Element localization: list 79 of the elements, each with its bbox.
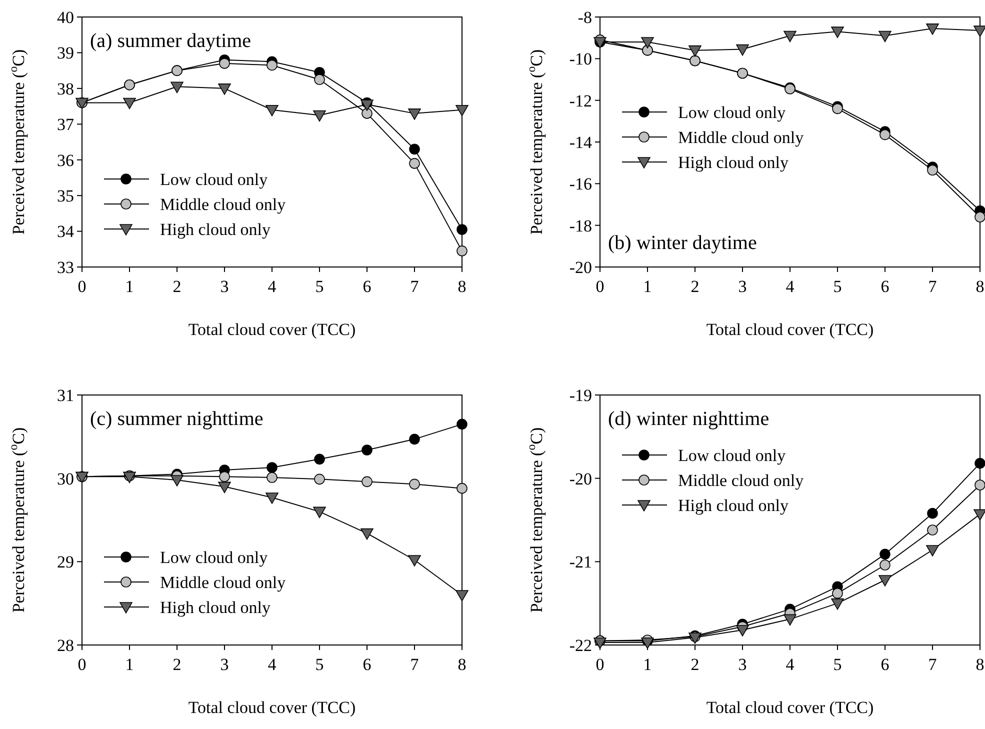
y-tick-label: 38 xyxy=(57,79,74,98)
x-tick-label: 2 xyxy=(690,655,700,674)
y-tick-label: 31 xyxy=(57,386,74,405)
x-tick-label: 2 xyxy=(172,655,182,674)
y-tick-label: -21 xyxy=(569,552,592,572)
y-tick-label: 29 xyxy=(57,552,74,572)
x-tick-label: 3 xyxy=(220,277,229,296)
x-tick-label: 5 xyxy=(833,655,842,674)
y-tick-label: 35 xyxy=(57,186,74,206)
x-tick-label: 6 xyxy=(362,277,372,296)
x-tick-label: 6 xyxy=(880,277,890,296)
x-tick-label: 4 xyxy=(268,655,277,674)
x-tick-label: 6 xyxy=(362,655,372,674)
x-tick-label: 3 xyxy=(220,655,229,674)
x-tick-label: 4 xyxy=(786,655,795,674)
y-tick-label: -8 xyxy=(578,8,592,27)
x-tick-label: 8 xyxy=(976,277,984,296)
legend-label: Middle cloud only xyxy=(678,128,804,147)
legend-label: Low cloud only xyxy=(160,170,268,189)
x-tick-label: 3 xyxy=(738,277,747,296)
x-axis-title: Total cloud cover (TCC) xyxy=(188,320,356,339)
x-axis-title: Total cloud cover (TCC) xyxy=(706,320,874,339)
text: (c) summer nighttime xyxy=(90,408,264,430)
y-tick-label: -10 xyxy=(569,50,592,69)
legend-label: Middle cloud only xyxy=(678,470,804,490)
legend-label: Middle cloud only xyxy=(160,572,286,592)
x-tick-label: 8 xyxy=(458,655,466,674)
x-tick-label: 4 xyxy=(268,277,277,296)
x-tick-label: 0 xyxy=(596,277,604,296)
y-tick-label: -14 xyxy=(569,132,592,152)
text: (b) winter daytime xyxy=(608,232,757,254)
text: (a) summer daytime xyxy=(90,30,252,52)
x-tick-label: 7 xyxy=(928,655,938,674)
x-tick-label: 0 xyxy=(78,655,86,674)
x-axis-title: Total cloud cover (TCC) xyxy=(188,698,356,717)
x-tick-label: 2 xyxy=(172,277,182,296)
legend-label: High cloud only xyxy=(678,496,789,515)
y-tick-label: -18 xyxy=(569,216,592,236)
x-tick-label: 3 xyxy=(738,655,747,674)
y-tick-label: 30 xyxy=(57,469,74,488)
x-tick-label: 0 xyxy=(596,655,604,674)
x-tick-label: 7 xyxy=(928,277,938,296)
legend-label: High cloud only xyxy=(160,598,271,617)
x-tick-label: 0 xyxy=(78,277,86,296)
y-tick-label: -12 xyxy=(569,91,592,110)
x-tick-label: 1 xyxy=(125,277,134,296)
y-tick-label: 28 xyxy=(57,636,74,655)
x-tick-label: 7 xyxy=(410,277,420,296)
x-tick-label: 5 xyxy=(315,277,324,296)
x-tick-label: 7 xyxy=(410,655,420,674)
legend-label: Low cloud only xyxy=(678,446,786,465)
y-tick-label: 37 xyxy=(57,115,74,134)
y-tick-label: 34 xyxy=(57,222,74,242)
x-axis-title: Total cloud cover (TCC) xyxy=(706,698,874,717)
x-tick-label: 8 xyxy=(976,655,984,674)
x-tick-label: 5 xyxy=(315,655,324,674)
y-tick-label: -20 xyxy=(569,258,592,277)
y-tick-label: -20 xyxy=(569,469,592,488)
y-tick-label: 33 xyxy=(57,258,74,277)
x-tick-label: 1 xyxy=(643,277,652,296)
text: (d) winter nighttime xyxy=(608,408,770,430)
legend-label: Low cloud only xyxy=(160,548,268,567)
y-tick-label: -16 xyxy=(569,174,592,194)
legend-label: Low cloud only xyxy=(678,102,786,122)
x-tick-label: 8 xyxy=(458,277,466,296)
x-tick-label: 2 xyxy=(690,277,700,296)
y-tick-label: 39 xyxy=(57,44,74,63)
y-tick-label: -22 xyxy=(569,636,592,655)
x-tick-label: 5 xyxy=(833,277,842,296)
y-tick-label: -19 xyxy=(569,386,592,405)
legend-label: Middle cloud only xyxy=(160,194,286,214)
y-tick-label: 40 xyxy=(57,8,74,27)
x-tick-label: 1 xyxy=(643,655,652,674)
legend-label: High cloud only xyxy=(160,220,271,239)
x-tick-label: 6 xyxy=(880,655,890,674)
y-tick-label: 36 xyxy=(57,150,74,170)
legend-label: High cloud only xyxy=(678,152,789,172)
x-tick-label: 1 xyxy=(125,655,134,674)
x-tick-label: 4 xyxy=(786,277,795,296)
